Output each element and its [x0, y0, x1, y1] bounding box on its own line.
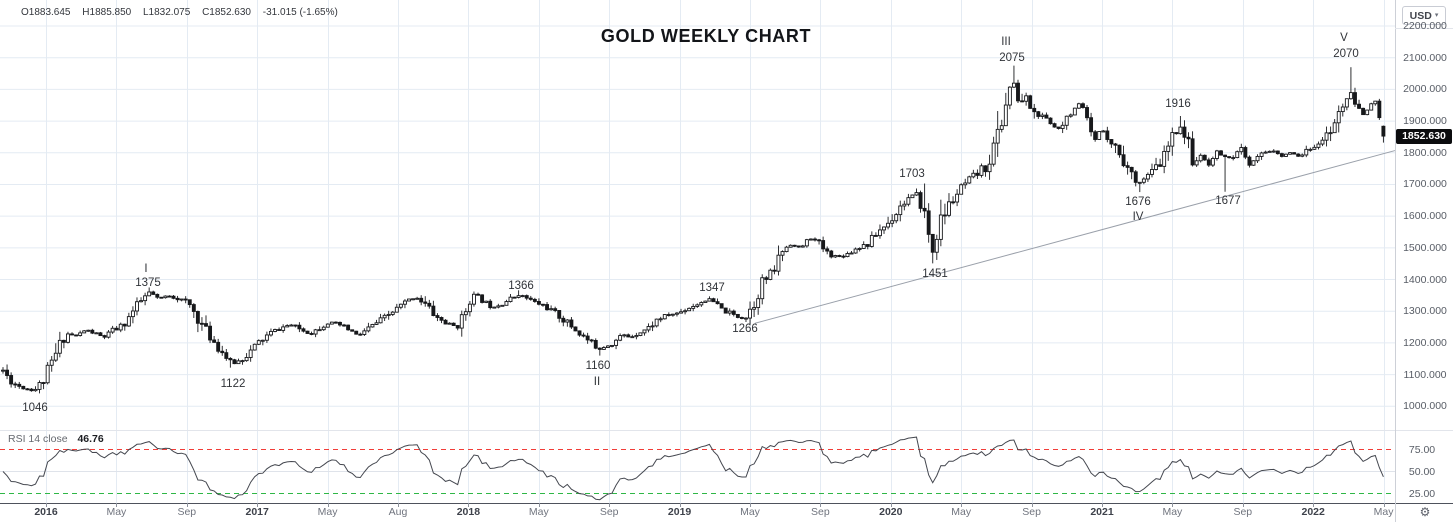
rsi-axis-tick: 25.00	[1408, 487, 1436, 500]
chart-annotation: I	[144, 263, 148, 275]
chart-annotation: 1347	[699, 282, 725, 294]
ohlc-low: L1832.075	[143, 7, 191, 18]
ohlc-change: -31.015 (-1.65%)	[262, 7, 338, 18]
price-axis-tick: 2000.000	[1403, 83, 1447, 96]
chart-annotation: 1677	[1215, 195, 1241, 207]
time-axis-label: 2022	[1301, 506, 1325, 518]
chart-annotation: 1451	[922, 268, 948, 280]
time-axis-label: Aug	[388, 506, 408, 518]
chart-annotation: 1046	[22, 402, 48, 414]
rsi-current-value: 46.76	[77, 433, 104, 445]
chart-annotation: III	[1001, 36, 1011, 48]
chart-annotation: 1366	[508, 280, 534, 292]
chart-annotation: 2075	[999, 52, 1025, 64]
chart-annotation: 1375	[135, 277, 161, 289]
time-axis-label: 2017	[245, 506, 269, 518]
last-price-badge: 1852.630	[1396, 128, 1452, 144]
trendline	[754, 150, 1396, 324]
time-axis-label: Sep	[177, 506, 197, 518]
time-axis-label: Sep	[1233, 506, 1253, 518]
rsi-indicator-label: RSI 14 close	[8, 433, 68, 445]
time-axis-label: 2018	[456, 506, 481, 518]
price-axis-tick: 1300.000	[1403, 305, 1447, 318]
rsi-axis-tick: 75.00	[1408, 443, 1436, 456]
price-axis-tick: 1900.000	[1403, 115, 1447, 128]
time-axis-label: Sep	[811, 506, 830, 518]
price-axis-tick: 1600.000	[1403, 210, 1447, 223]
chart-annotation: II	[593, 376, 601, 388]
time-axis-label: May	[106, 506, 127, 518]
time-axis-label: May	[740, 506, 760, 518]
gear-icon[interactable]: ⚙	[1419, 505, 1431, 519]
time-axis-label: May	[951, 506, 972, 518]
chevron-down-icon: ▾	[1434, 12, 1439, 19]
chart-annotation: 1266	[732, 323, 758, 335]
rsi-plot-line	[2, 436, 1384, 501]
ohlc-open: O1883.645	[21, 7, 71, 18]
price-axis-tick: 1200.000	[1403, 336, 1447, 349]
price-axis-tick: 1700.000	[1403, 178, 1447, 191]
time-axis-label: 2019	[667, 506, 692, 518]
time-axis-label: 2020	[879, 506, 903, 518]
ohlc-close: C1852.630	[202, 7, 251, 18]
time-axis-label: 2021	[1090, 506, 1114, 518]
price-axis-tick: 1500.000	[1403, 241, 1447, 254]
currency-label: USD	[1409, 9, 1432, 22]
time-axis-label: May	[1162, 506, 1183, 518]
chart-annotation: 1676	[1125, 196, 1151, 208]
chart-annotation: IV	[1132, 211, 1144, 223]
price-axis-tick: 1800.000	[1403, 146, 1447, 159]
time-axis-label: 2016	[34, 506, 58, 518]
rsi-legend: RSI 14 close 46.76	[8, 433, 104, 445]
price-axis-tick: 1400.000	[1403, 273, 1447, 286]
time-axis-label: May	[317, 506, 338, 518]
chart-annotation: 1122	[220, 378, 246, 390]
chart-annotation: 1703	[899, 168, 925, 180]
rsi-axis-tick: 50.00	[1408, 465, 1436, 478]
time-axis-label: Sep	[599, 506, 619, 518]
page-title: GOLD WEEKLY CHART	[600, 26, 812, 46]
ohlc-legend: O1883.645 H1885.850 L1832.075 C1852.630 …	[21, 7, 347, 18]
time-axis-label: Sep	[1022, 506, 1041, 518]
ohlc-high: H1885.850	[82, 7, 132, 18]
price-axis-tick: 1000.000	[1403, 400, 1447, 413]
chart-annotation: 1160	[585, 360, 611, 372]
chart-annotation: V	[1340, 32, 1348, 44]
price-axis-tick: 2100.000	[1403, 51, 1447, 64]
price-axis-tick: 1100.000	[1403, 368, 1447, 381]
chart-annotation: 2070	[1333, 48, 1359, 60]
time-axis-label: May	[528, 506, 549, 518]
currency-selector-button[interactable]: USD ▾	[1402, 6, 1446, 25]
chart-annotation: 1916	[1165, 98, 1191, 110]
price-axis-tick: 2200.000	[1403, 20, 1447, 32]
time-axis-label: May	[1373, 506, 1394, 518]
